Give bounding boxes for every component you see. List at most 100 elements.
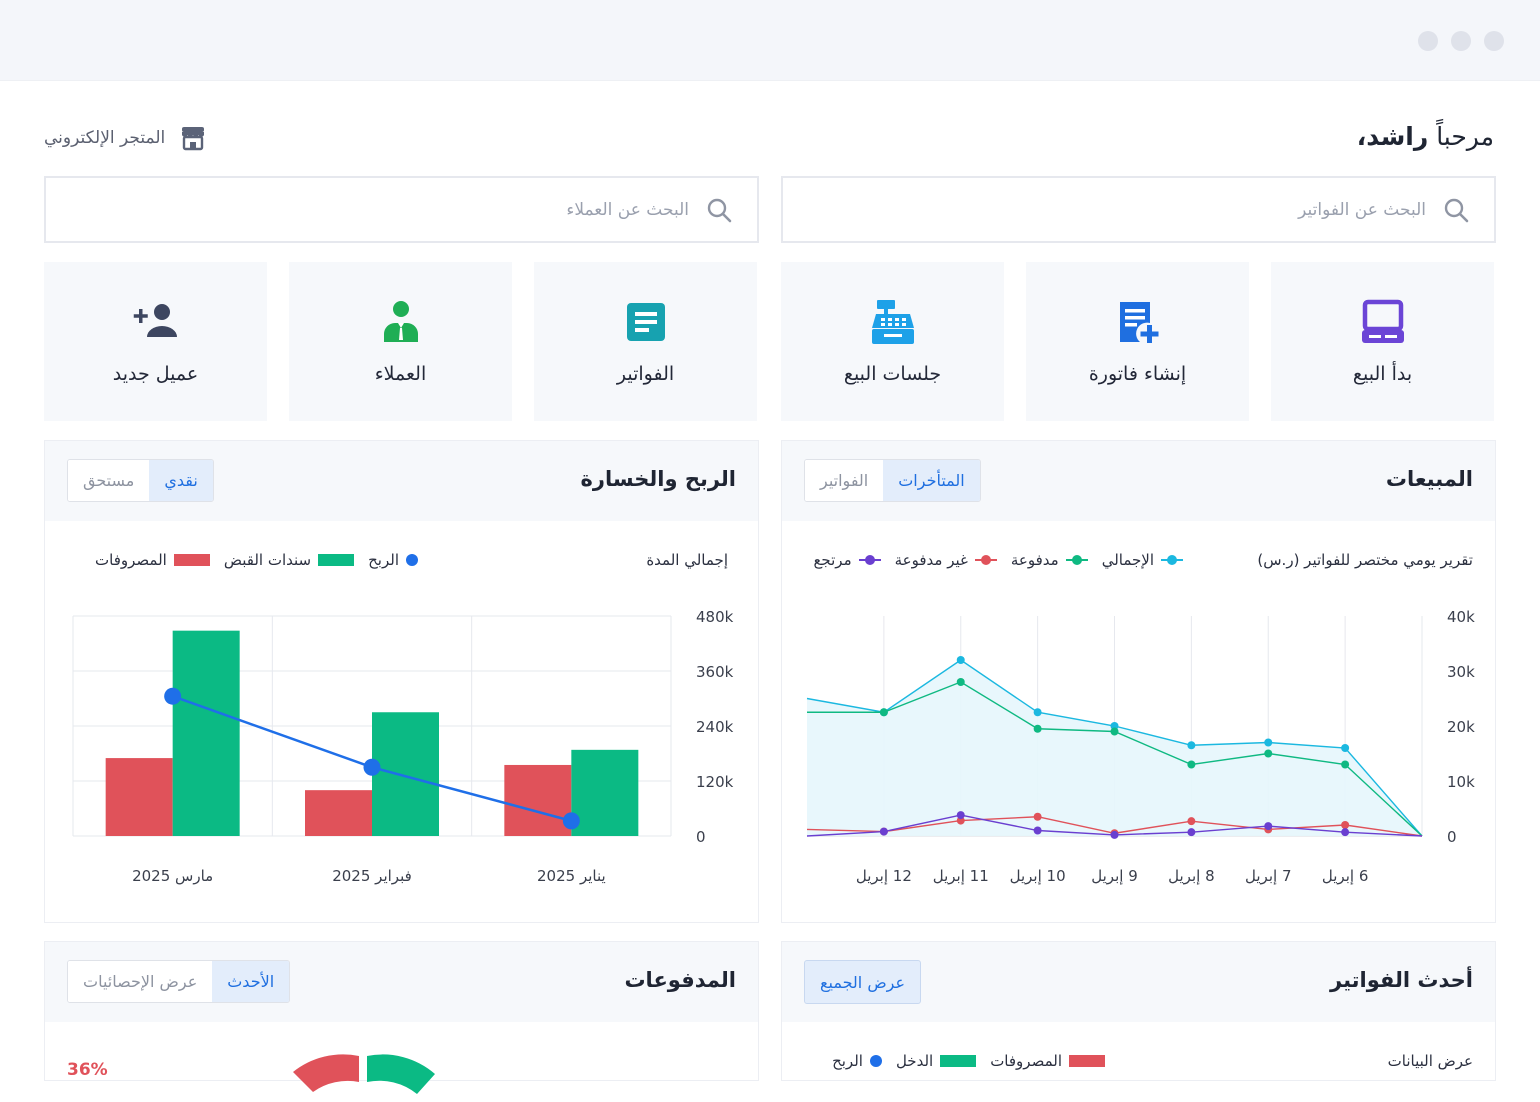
latest-invoices-card-title: أحدث الفواتير — [1330, 968, 1473, 992]
bar-expenses — [504, 764, 572, 836]
view-all-button[interactable]: عرض الجميع — [804, 960, 922, 1004]
data-point — [956, 816, 965, 825]
store-icon — [182, 127, 205, 151]
data-point — [1341, 828, 1350, 837]
bar-receipts — [372, 712, 439, 836]
payments-card: المدفوعات عرض الإحصائيات الأحدث 36% — [44, 941, 759, 1094]
customer-search-input[interactable] — [169, 199, 689, 220]
x-tick-label: مارس 2025 — [132, 867, 213, 885]
x-tick-label: 7 إبريل — [1245, 867, 1291, 885]
data-point — [956, 811, 965, 820]
profit-loss-chart-legend: الربح سندات القبض المصروفات — [95, 551, 418, 569]
legend-label: الربح — [832, 1052, 863, 1070]
legend-item-returned[interactable]: مرتجع — [813, 551, 881, 569]
invoices-icon — [626, 302, 665, 341]
y-tick-label: 360k — [696, 663, 734, 681]
legend-item-unpaid[interactable]: غير مدفوعة — [895, 551, 997, 569]
data-point — [1110, 722, 1119, 730]
legend-item-profit[interactable]: الربح — [832, 1052, 882, 1070]
legend-swatch — [406, 554, 418, 566]
data-point — [1187, 828, 1196, 837]
quick-action-label: بدأ البيع — [1352, 362, 1413, 385]
legend-swatch — [869, 1055, 882, 1067]
legend-label: المصروفات — [95, 551, 167, 569]
legend-label: سندات القبض — [223, 551, 312, 569]
legend-label: مرتجع — [813, 551, 852, 569]
data-point — [1341, 760, 1350, 769]
latest-invoices-subtitle: عرض البيانات — [1387, 1052, 1473, 1070]
store-link-label: المتجر الإلكتروني — [44, 128, 166, 148]
tab-latest[interactable]: الأحدث — [212, 961, 290, 1002]
data-point — [879, 708, 888, 717]
tab-cash[interactable]: نقدي — [149, 460, 213, 501]
legend-item-expenses[interactable]: المصروفات — [95, 551, 210, 569]
legend-label: غير مدفوعة — [894, 551, 968, 569]
data-point — [956, 678, 965, 686]
window-control-dot[interactable] — [1451, 31, 1471, 51]
bar-receipts — [571, 749, 639, 836]
invoice-search-box[interactable] — [781, 176, 1496, 243]
tab-invoices[interactable]: الفواتير — [805, 460, 884, 501]
y-tick-label: 0 — [696, 828, 706, 846]
donut-segment-expenses — [293, 1054, 359, 1092]
window-titlebar — [0, 0, 1540, 81]
data-point-profit — [363, 758, 381, 776]
data-point — [1341, 744, 1350, 752]
tab-overdue[interactable]: المتأخرات — [883, 460, 980, 501]
payments-card-title: المدفوعات — [624, 968, 736, 992]
sales-card-title: المبيعات — [1385, 467, 1473, 491]
invoice-search-input[interactable] — [906, 199, 1426, 220]
profit-loss-bar-chart: 0 120k 240k 360k 480k يناير 2025 فبراير 2025 ما… — [72, 608, 734, 885]
x-tick-label: 8 إبريل — [1168, 867, 1214, 885]
tab-accrual[interactable]: مستحق — [68, 460, 150, 501]
legend-item-paid[interactable]: مدفوعة — [1011, 551, 1088, 569]
legend-swatch — [318, 554, 355, 566]
x-tick-label: 6 إبريل — [1322, 867, 1368, 885]
legend-item-income[interactable]: الدخل — [896, 1052, 977, 1070]
online-store-link[interactable]: المتجر الإلكتروني — [44, 124, 207, 152]
x-tick-label: 11 إبريل — [933, 867, 989, 885]
greeting-name: راشد، — [1356, 122, 1429, 151]
x-tick-label: يناير 2025 — [537, 867, 606, 885]
window-control-dot[interactable] — [1484, 31, 1504, 51]
pos-terminal-icon — [1361, 299, 1404, 343]
data-point — [879, 827, 888, 836]
y-tick-label: 240k — [696, 718, 734, 736]
tab-statistics[interactable]: عرض الإحصائيات — [68, 961, 213, 1002]
data-point — [1341, 821, 1350, 829]
data-point — [1033, 826, 1042, 835]
legend-swatch — [1161, 554, 1183, 566]
y-tick-label: 10k — [1447, 773, 1475, 791]
data-point — [1187, 817, 1196, 826]
quick-action-invoices[interactable]: الفواتير — [534, 262, 757, 421]
profit-loss-tabs: مستحق نقدي — [67, 459, 214, 502]
search-icon — [1444, 198, 1469, 222]
quick-action-sale-sessions[interactable]: جلسات البيع — [781, 262, 1004, 421]
legend-item-receipts[interactable]: سندات القبض — [223, 551, 355, 569]
greeting: مرحباً راشد، — [1357, 122, 1494, 151]
data-point — [1033, 812, 1042, 821]
legend-label: مدفوعة — [1010, 551, 1059, 569]
customer-search-box[interactable] — [44, 176, 759, 243]
window-control-dot[interactable] — [1418, 31, 1438, 51]
legend-swatch — [1065, 554, 1088, 566]
legend-item-expenses[interactable]: المصروفات — [990, 1052, 1105, 1070]
quick-action-label: إنشاء فاتورة — [1088, 362, 1187, 385]
quick-action-label: الفواتير — [616, 362, 675, 385]
legend-label: المصروفات — [990, 1052, 1062, 1070]
quick-action-create-invoice[interactable]: إنشاء فاتورة — [1026, 262, 1249, 421]
data-point — [956, 656, 965, 664]
quick-action-start-sale[interactable]: بدأ البيع — [1271, 262, 1494, 421]
data-point — [1110, 727, 1119, 736]
y-tick-label: 20k — [1447, 718, 1475, 736]
sales-card: المبيعات الفواتير المتأخرات تقرير يومي م… — [781, 440, 1496, 923]
quick-action-label: العملاء — [374, 362, 427, 385]
legend-label: الإجمالي — [1101, 551, 1154, 569]
legend-item-total[interactable]: الإجمالي — [1102, 551, 1183, 569]
legend-swatch — [940, 1055, 977, 1067]
legend-item-profit[interactable]: الربح — [368, 551, 418, 569]
quick-action-new-customer[interactable]: عميل جديد — [44, 262, 267, 421]
quick-action-customers[interactable]: العملاء — [289, 262, 512, 421]
data-point — [1110, 830, 1119, 839]
quick-action-label: عميل جديد — [112, 362, 199, 385]
